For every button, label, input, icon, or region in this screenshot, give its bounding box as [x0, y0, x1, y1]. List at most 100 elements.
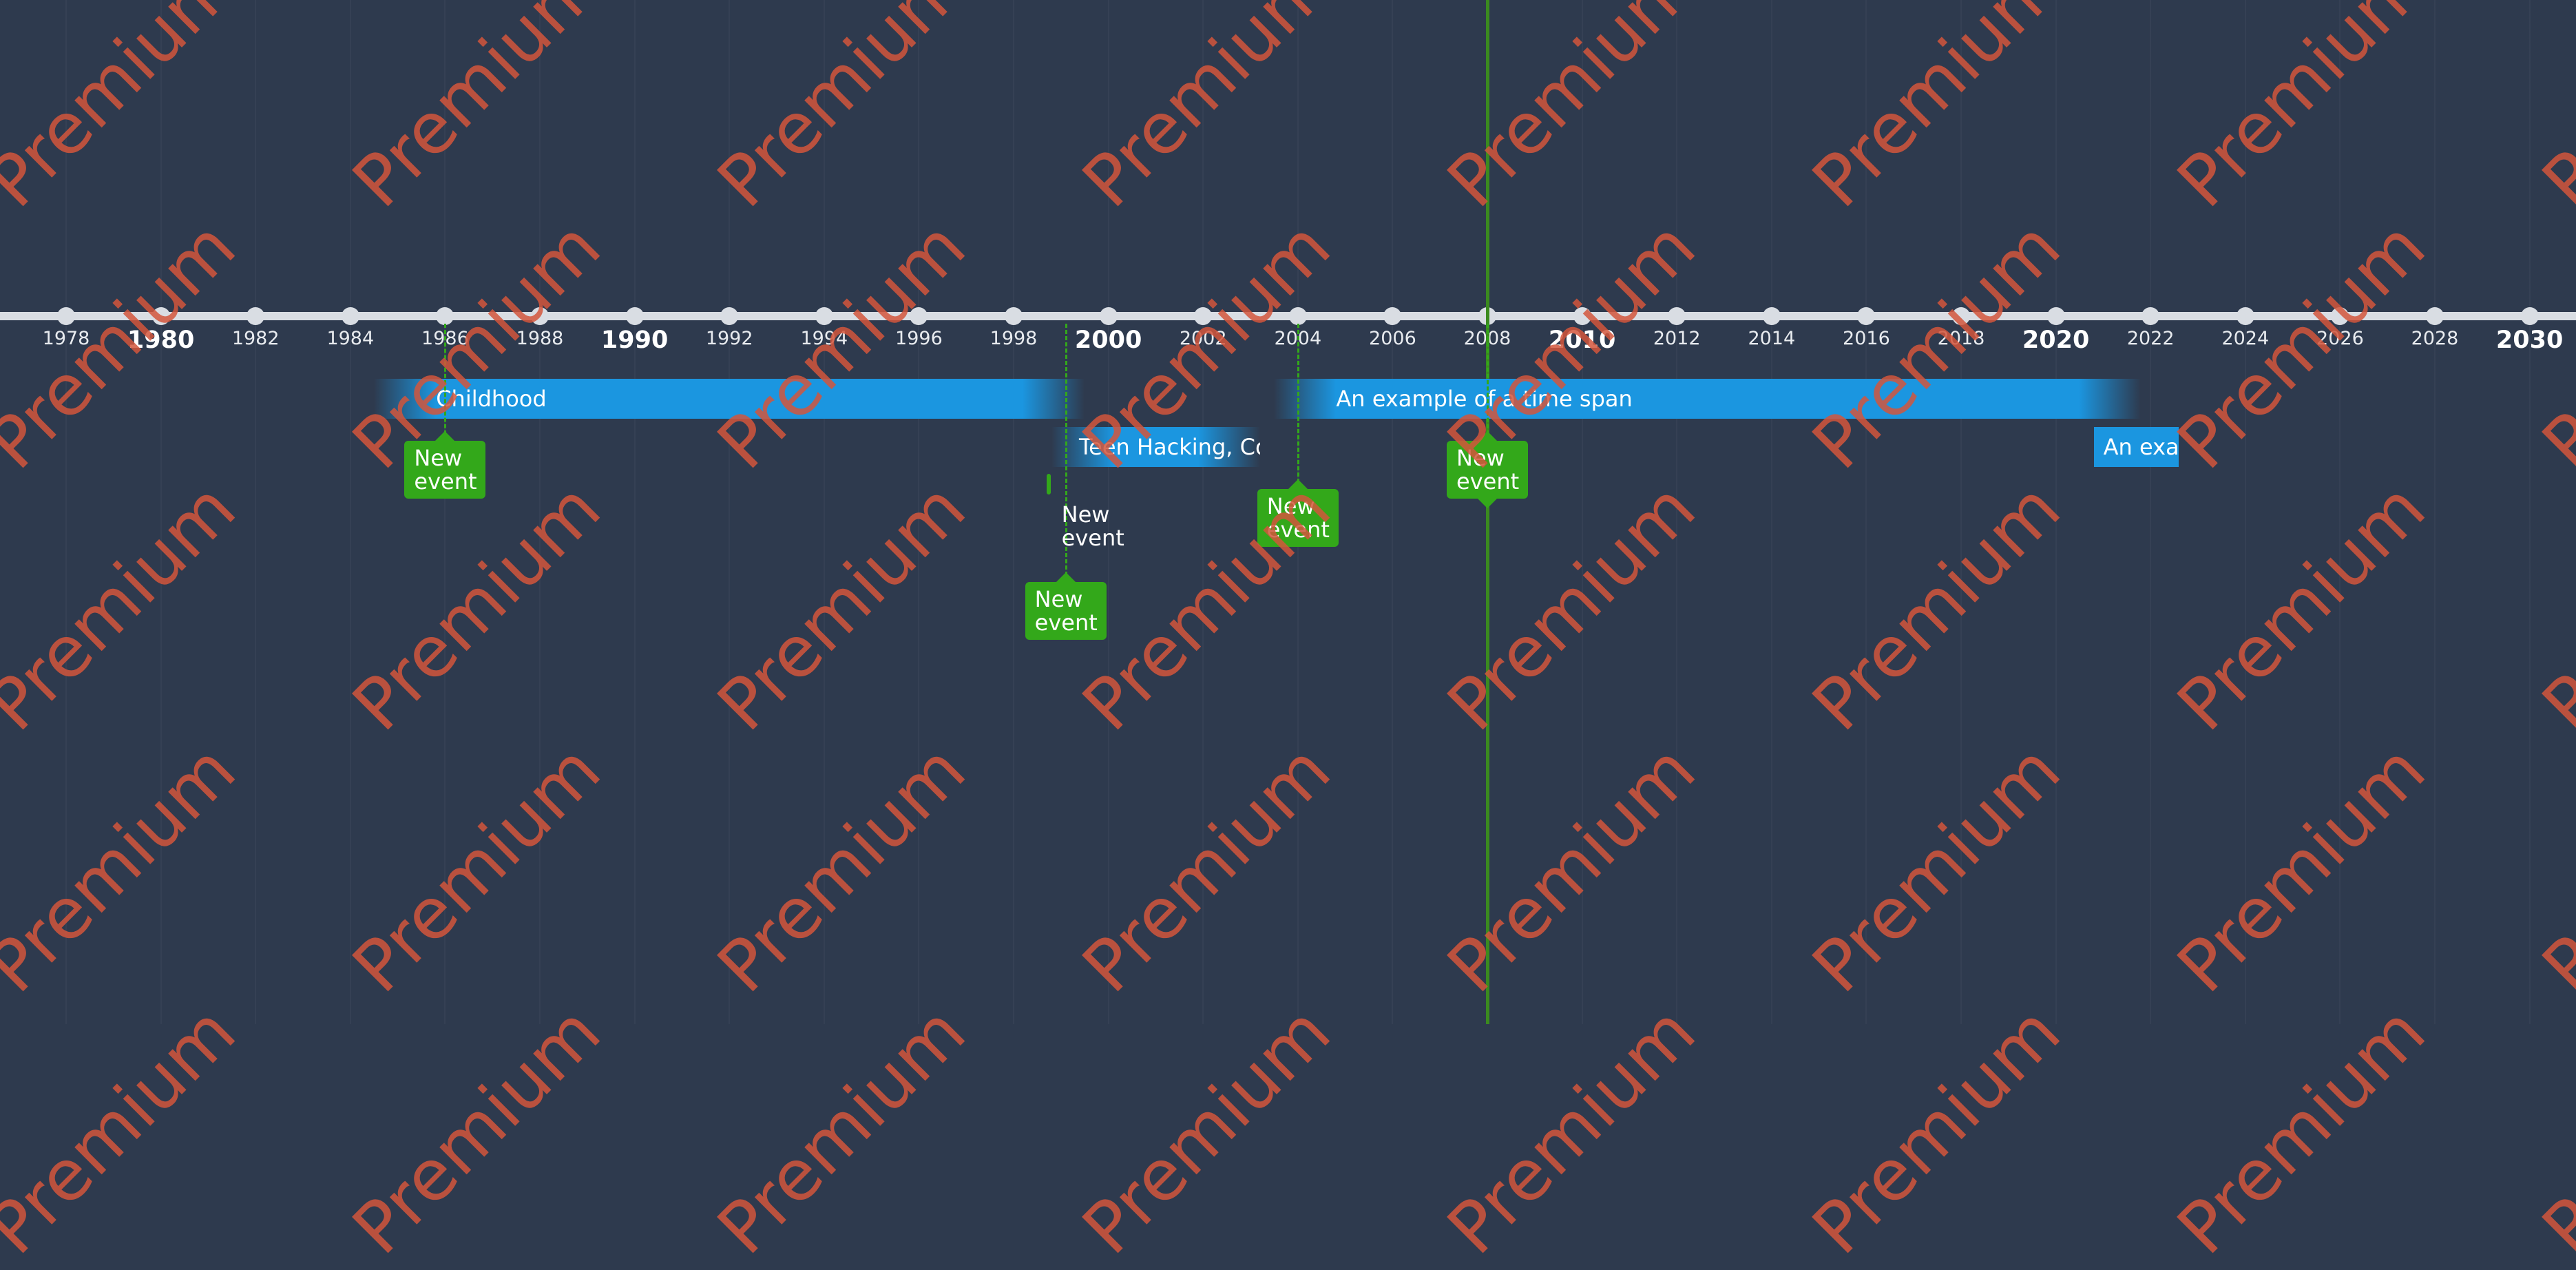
axis-tick-label: 2020	[2022, 326, 2090, 354]
watermark-text: Premium	[2162, 991, 2442, 1270]
axis-tick-dot[interactable]	[1668, 307, 1686, 325]
axis-tick-dot[interactable]	[436, 307, 454, 325]
axis-tick-dot[interactable]	[247, 307, 265, 325]
axis-tick-label: 1998	[989, 328, 1038, 349]
axis-tick-dot[interactable]	[1194, 307, 1213, 325]
axis-tick-label: 2024	[2221, 328, 2270, 349]
watermark-text: Premium	[0, 0, 252, 224]
event-connector	[1487, 324, 1489, 441]
event-tick-mark	[1047, 474, 1051, 495]
time-span-bar[interactable]: An example of a time span	[1274, 379, 2142, 419]
current-date-marker	[1486, 0, 1489, 1024]
event-label: New event	[1034, 586, 1098, 636]
watermark-text: Premium	[1067, 729, 1347, 1009]
axis-tick-dot[interactable]	[1383, 307, 1402, 325]
time-span-label: An exar	[2103, 434, 2179, 460]
event-marker[interactable]: New event	[1025, 572, 1107, 640]
watermark-text: Premium	[702, 729, 982, 1009]
watermark-text: Premium	[1797, 206, 2077, 486]
axis-tick-dot[interactable]	[341, 307, 359, 325]
axis-tick-dot[interactable]	[2236, 307, 2254, 325]
watermark-text: Premium	[337, 729, 617, 1009]
axis-tick-dot[interactable]	[720, 307, 739, 325]
axis-tick-dot[interactable]	[2520, 307, 2539, 325]
event-pointer-icon	[1478, 431, 1497, 441]
event-label: New event	[1456, 445, 1520, 495]
watermark-text: Premium	[1797, 468, 2077, 747]
event-marker[interactable]: New event	[1447, 431, 1528, 508]
axis-tick-dot[interactable]	[2142, 307, 2160, 325]
time-axis[interactable]: 1978 1980 1982 1984 1986 1988 1990 1992 1994 1996…	[0, 0, 2576, 1024]
event-marker[interactable]: New event	[1257, 479, 1339, 547]
axis-tick-label: 2016	[1843, 328, 1890, 349]
axis-tick-dot[interactable]	[1952, 307, 1970, 325]
watermark-text: Premium	[2527, 729, 2576, 1009]
watermark-text: Premium	[1432, 991, 1712, 1270]
watermark-text: Premium	[2162, 729, 2442, 1009]
watermark-text: Premium	[1432, 468, 1712, 747]
event-pointer-icon	[1478, 499, 1497, 508]
watermark-text: Premium	[2527, 991, 2576, 1270]
axis-tick-dot[interactable]	[1288, 307, 1307, 325]
event-label: New event	[1266, 493, 1330, 543]
axis-tick-label: 1988	[516, 328, 564, 349]
axis-tick-label: 1994	[800, 328, 848, 349]
time-span-label: Childhood	[436, 386, 547, 412]
axis-tick-dot[interactable]	[151, 307, 170, 325]
axis-tick-dot[interactable]	[1857, 307, 1876, 325]
watermark-text: Premium	[1797, 729, 2077, 1009]
watermark-text: Premium	[1067, 991, 1347, 1270]
watermark-text: Premium	[1797, 0, 2077, 224]
axis-tick-label: 2002	[1179, 328, 1227, 349]
axis-tick-label: 2026	[2316, 328, 2364, 349]
watermark-text: Premium	[337, 206, 617, 486]
axis-tick-dot[interactable]	[1762, 307, 1781, 325]
axis-tick-label: 1984	[326, 328, 375, 349]
axis-tick-dot[interactable]	[625, 307, 644, 325]
watermark-text: Premium	[2527, 206, 2576, 486]
watermark-text: Premium	[702, 0, 982, 224]
time-span-label: Teen Hacking, Contr	[1079, 434, 1260, 460]
time-span-bar[interactable]: Childhood	[374, 379, 1085, 419]
axis-tick-dot[interactable]	[1005, 307, 1023, 325]
event-marker[interactable]: New event	[404, 431, 486, 499]
time-span-bar[interactable]: An exar	[2093, 427, 2179, 467]
watermark-text: Premium	[2527, 468, 2576, 747]
watermark-text: Premium	[337, 991, 617, 1270]
watermark-text: Premium	[337, 0, 617, 224]
axis-tick-dot[interactable]	[2046, 307, 2065, 325]
axis-tick-label: 1982	[231, 328, 280, 349]
watermark-text: Premium	[2162, 206, 2442, 486]
watermark-text: Premium	[1067, 0, 1347, 224]
watermark-text: Premium	[1067, 468, 1347, 747]
axis-tick-dot[interactable]	[815, 307, 833, 325]
watermark-text: Premium	[1432, 206, 1712, 486]
watermark-text: Premium	[0, 468, 252, 747]
events-layer: Childhood Teen Hacking, Contr An example o…	[374, 0, 2179, 1024]
axis-tick-dot[interactable]	[531, 307, 549, 325]
axis-line	[0, 312, 2576, 320]
watermark-text: Premium	[2162, 468, 2442, 747]
event-pointer-icon	[435, 431, 455, 441]
axis-tick-dot[interactable]	[1573, 307, 1591, 325]
watermark-text: Premium	[702, 206, 982, 486]
watermark-text: Premium	[1797, 991, 2077, 1270]
event-connector	[444, 324, 447, 441]
axis-tick-dot[interactable]	[2331, 307, 2349, 325]
watermark-text: Premium	[1432, 729, 1712, 1009]
axis-tick-dot[interactable]	[1099, 307, 1118, 325]
axis-tick-dot[interactable]	[2426, 307, 2444, 325]
event-text[interactable]: New event	[1061, 501, 1124, 551]
axis-tick-label: 2014	[1748, 328, 1796, 349]
axis-tick-label: 2006	[1369, 328, 1416, 349]
event-label: New event	[414, 445, 477, 495]
watermark-text: Premium	[337, 468, 617, 747]
axis-tick-dot[interactable]	[57, 307, 75, 325]
watermark-text: Premium	[702, 468, 982, 747]
axis-tick-dot[interactable]	[910, 307, 928, 325]
time-span-label: An example of a time span	[1336, 386, 1633, 412]
time-span-bar[interactable]: Teen Hacking, Contr	[1051, 427, 1260, 467]
watermark-text: Premium	[0, 206, 252, 486]
axis-tick-label: 1992	[705, 328, 753, 349]
